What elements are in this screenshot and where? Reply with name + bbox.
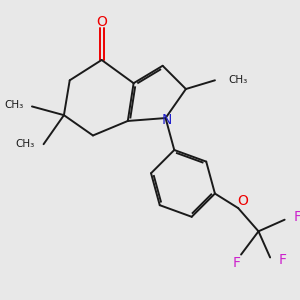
- Text: CH₃: CH₃: [16, 139, 35, 149]
- Text: N: N: [162, 112, 172, 127]
- Text: CH₃: CH₃: [228, 75, 247, 85]
- Text: CH₃: CH₃: [4, 100, 23, 110]
- Text: F: F: [279, 254, 287, 267]
- Text: F: F: [233, 256, 241, 270]
- Text: O: O: [237, 194, 248, 208]
- Text: F: F: [293, 210, 300, 224]
- Text: O: O: [96, 15, 107, 29]
